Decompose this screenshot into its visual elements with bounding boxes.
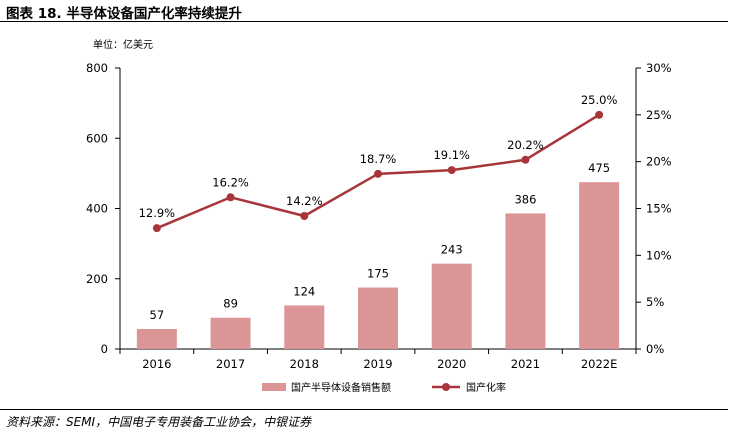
bar-series: 57 89 124 175 243 386 475: [136, 161, 620, 349]
bar-value-label: 386: [514, 192, 536, 206]
chart-axes: 0 200 400 600 800 0% 5% 10% 15% 20% 25% 30% 2016 2017…: [86, 61, 672, 371]
bar-value-label: 475: [588, 161, 610, 175]
unit-label: 单位：亿美元: [93, 40, 153, 51]
y-right-tick-label: 10%: [646, 248, 672, 262]
rate-point: [226, 193, 235, 202]
x-tick-label: 2020: [437, 357, 466, 371]
y-left-tick-label: 600: [86, 131, 108, 145]
bar: [579, 182, 620, 349]
title-divider: [0, 21, 728, 22]
bar: [358, 287, 398, 349]
x-tick-label: 2018: [290, 357, 319, 371]
bar: [431, 263, 472, 349]
x-tick-label: 2019: [363, 357, 392, 371]
y-right-tick-label: 25%: [646, 108, 672, 122]
rate-value-label: 14.2%: [286, 194, 323, 208]
y-left-tick-label: 400: [86, 202, 108, 216]
bar-value-label: 89: [223, 297, 238, 311]
y-right-tick-label: 0%: [646, 342, 664, 356]
rate-point: [595, 110, 604, 119]
rate-value-label: 19.1%: [433, 148, 470, 162]
rate-point: [374, 169, 382, 178]
y-right-tick-label: 5%: [646, 295, 664, 309]
x-tick-label: 2021: [511, 357, 540, 371]
y-right-tick-label: 15%: [646, 202, 672, 216]
bar: [136, 328, 177, 349]
rate-value-label: 20.2%: [507, 138, 544, 152]
y-left-tick-label: 200: [86, 272, 108, 286]
legend-bar-label: 国产半导体设备销售额: [291, 381, 391, 394]
x-tick-label: 2017: [216, 357, 245, 371]
bar: [210, 317, 251, 349]
x-tick-label: 2022E: [581, 357, 618, 371]
y-right-tick-label: 30%: [646, 61, 672, 75]
bar: [284, 305, 325, 349]
figure-title: 图表 18. 半导体设备国产化率持续提升: [6, 6, 242, 22]
bar: [505, 213, 546, 349]
rate-point: [447, 166, 456, 175]
source-divider: [0, 409, 728, 410]
bar-value-label: 57: [150, 308, 165, 322]
y-right-tick-label: 20%: [646, 155, 672, 169]
chart-legend: 国产半导体设备销售额 国产化率: [262, 381, 506, 394]
y-left-tick-label: 800: [86, 61, 108, 75]
rate-point: [521, 155, 530, 164]
legend-line-marker: [442, 383, 450, 391]
legend-bar-swatch: [262, 383, 286, 391]
x-tick-label: 2016: [142, 357, 171, 371]
line-series: 12.9% 16.2% 14.2% 18.7% 19.1% 20.2% 25.0%: [139, 93, 618, 233]
rate-point: [300, 211, 309, 220]
rate-value-label: 18.7%: [360, 152, 397, 166]
legend-line-label: 国产化率: [466, 381, 506, 394]
rate-value-label: 12.9%: [139, 206, 176, 220]
bar-value-label: 124: [293, 284, 315, 298]
rate-point: [152, 224, 161, 233]
bar-value-label: 175: [367, 267, 389, 281]
rate-value-label: 25.0%: [581, 93, 618, 107]
rate-value-label: 16.2%: [212, 175, 249, 189]
source-note: 资料来源：SEMI，中国电子专用装备工业协会，中银证券: [6, 415, 312, 429]
bar-value-label: 243: [441, 243, 463, 257]
y-left-tick-label: 0: [101, 342, 108, 356]
